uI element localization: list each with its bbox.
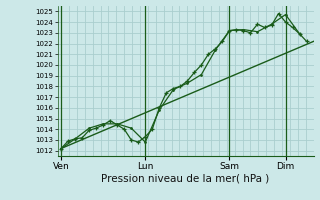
X-axis label: Pression niveau de la mer( hPa ): Pression niveau de la mer( hPa ): [101, 173, 270, 183]
